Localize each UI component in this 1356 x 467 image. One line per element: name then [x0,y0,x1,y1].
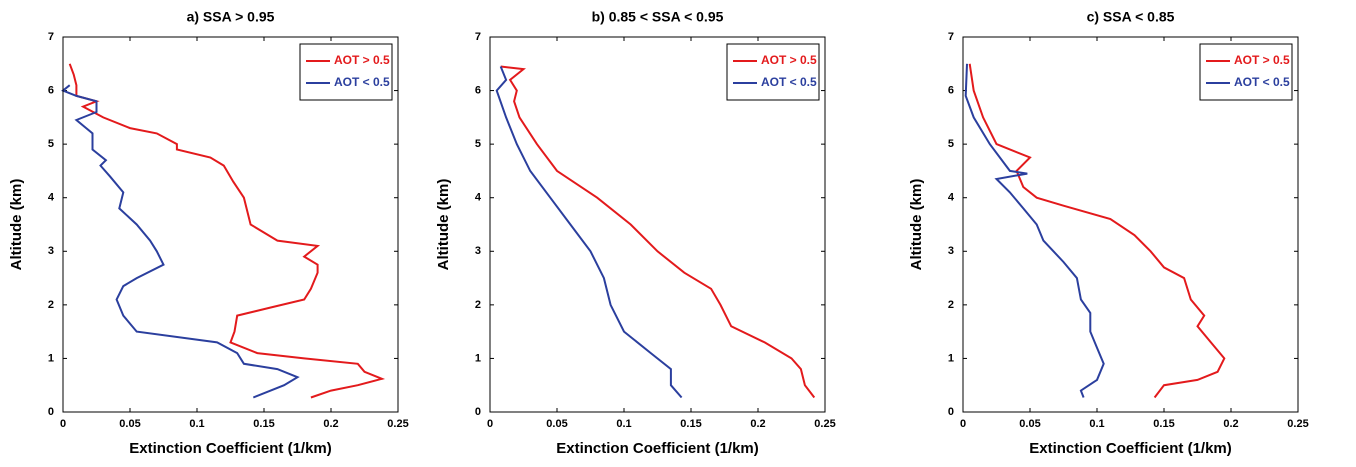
x-tick-label: 0.1 [1089,418,1104,430]
legend-box [299,43,393,101]
x-tick-label: 0.1 [616,418,631,430]
y-tick-label: 4 [48,192,55,204]
legend-box [726,43,820,101]
x-tick-label: 0 [60,418,66,430]
x-tick-label: 0.15 [1153,418,1174,430]
x-axis-label: Extinction Coefficient (1/km) [1029,440,1232,457]
x-tick-label: 0.2 [1223,418,1238,430]
panel: a) SSA > 0.95 Extinction Coefficient (1/k… [8,9,409,457]
y-axis-label: Altitude (km) [8,179,25,271]
x-axis-label: Extinction Coefficient (1/km) [556,440,759,457]
y-axis-label: Altitude (km) [908,179,925,271]
x-tick-label: 0.05 [546,418,567,430]
x-tick-label: 0 [487,418,493,430]
x-tick-label: 0.25 [814,418,835,430]
data-line [968,63,1226,399]
y-tick-label: 3 [475,245,481,257]
panel: b) 0.85 < SSA < 0.95 Extinction Coefficie… [435,9,836,457]
y-tick-label: 5 [48,138,54,150]
data-line [964,63,1105,398]
legend: AOT > 0.5 AOT < 0.5 [1199,43,1293,101]
x-tick-label: 0 [960,418,966,430]
y-tick-label: 5 [475,138,481,150]
legend-label: AOT < 0.5 [1234,75,1290,89]
y-tick-label: 0 [948,406,954,418]
y-axis-label: Altitude (km) [435,179,452,271]
x-tick-label: 0.25 [387,418,408,430]
y-tick-label: 2 [475,299,481,311]
x-tick-label: 0.25 [1287,418,1308,430]
y-tick-label: 7 [48,31,54,43]
x-tick-label: 0.2 [750,418,765,430]
y-tick-label: 3 [948,245,954,257]
y-tick-label: 4 [948,192,955,204]
x-tick-label: 0.1 [189,418,204,430]
chart-title: a) SSA > 0.95 [187,9,275,25]
x-tick-label: 0.15 [253,418,274,430]
x-tick-label: 0.15 [680,418,701,430]
y-tick-label: 5 [948,138,954,150]
x-tick-label: 0.05 [1019,418,1040,430]
legend: AOT > 0.5 AOT < 0.5 [299,43,393,101]
y-tick-label: 2 [948,299,954,311]
legend-label: AOT > 0.5 [334,53,390,67]
y-tick-label: 7 [948,31,954,43]
x-tick-label: 0.2 [323,418,338,430]
y-tick-label: 0 [475,406,481,418]
x-axis-label: Extinction Coefficient (1/km) [129,440,332,457]
y-tick-label: 3 [48,245,54,257]
y-tick-label: 2 [48,299,54,311]
y-tick-label: 0 [48,406,54,418]
legend-label: AOT > 0.5 [761,53,817,67]
data-line [68,63,386,399]
y-tick-label: 1 [475,352,481,364]
y-tick-label: 7 [475,31,481,43]
data-line [495,66,683,399]
x-tick-label: 0.05 [119,418,140,430]
y-tick-label: 1 [48,352,54,364]
chart-title: b) 0.85 < SSA < 0.95 [592,9,724,25]
y-tick-label: 6 [948,84,954,96]
data-line [500,65,816,399]
legend-label: AOT > 0.5 [1234,53,1290,67]
plot-frame [62,36,399,413]
panel: c) SSA < 0.85 Extinction Coefficient (1/k… [908,9,1309,457]
chart-title: c) SSA < 0.85 [1087,9,1175,25]
legend-box [1199,43,1293,101]
plot-frame [962,36,1299,413]
y-tick-label: 1 [948,352,954,364]
y-tick-label: 6 [48,84,54,96]
data-line [61,84,300,399]
y-tick-label: 6 [475,84,481,96]
legend: AOT > 0.5 AOT < 0.5 [726,43,820,101]
legend-label: AOT < 0.5 [334,75,390,89]
y-tick-label: 4 [475,192,482,204]
legend-label: AOT < 0.5 [761,75,817,89]
plot-frame [489,36,826,413]
